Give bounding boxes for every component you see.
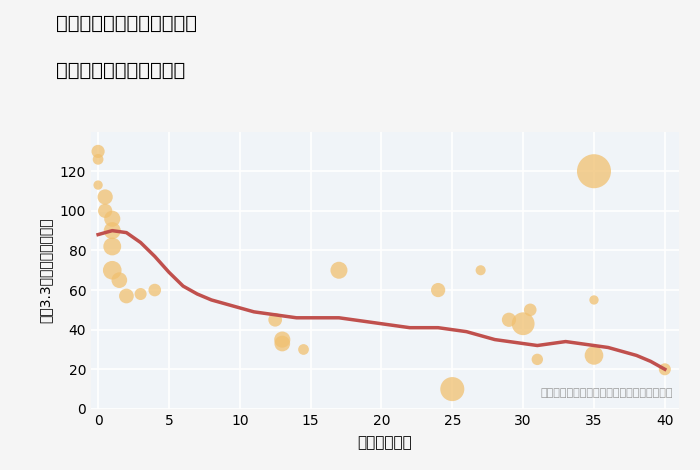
Point <box>589 167 600 175</box>
Point <box>524 306 536 313</box>
Text: 築年数別中古戸建て価格: 築年数別中古戸建て価格 <box>56 61 186 80</box>
Point <box>106 243 118 250</box>
Point <box>532 356 543 363</box>
Point <box>99 193 111 201</box>
Point <box>92 148 104 155</box>
Point <box>106 266 118 274</box>
Point <box>92 181 104 189</box>
Point <box>589 296 600 304</box>
Point <box>276 336 288 343</box>
Text: 三重県桑名市多度町肱江の: 三重県桑名市多度町肱江の <box>56 14 197 33</box>
Point <box>589 352 600 359</box>
Point <box>298 346 309 353</box>
Point <box>106 215 118 222</box>
Point <box>135 290 146 298</box>
Point <box>106 227 118 235</box>
Point <box>517 320 528 328</box>
Text: 円の大きさは、取引のあった物件面積を示す: 円の大きさは、取引のあった物件面積を示す <box>540 388 673 398</box>
Point <box>447 385 458 393</box>
Point <box>113 276 125 284</box>
Point <box>121 292 132 300</box>
Point <box>503 316 514 323</box>
Y-axis label: 坪（3.3㎡）単価（万円）: 坪（3.3㎡）単価（万円） <box>38 218 52 323</box>
Point <box>659 366 671 373</box>
X-axis label: 築年数（年）: 築年数（年） <box>358 435 412 450</box>
Point <box>276 340 288 347</box>
Point <box>92 156 104 163</box>
Point <box>333 266 344 274</box>
Point <box>475 266 486 274</box>
Point <box>433 286 444 294</box>
Point <box>99 207 111 215</box>
Point <box>149 286 160 294</box>
Point <box>270 316 281 323</box>
